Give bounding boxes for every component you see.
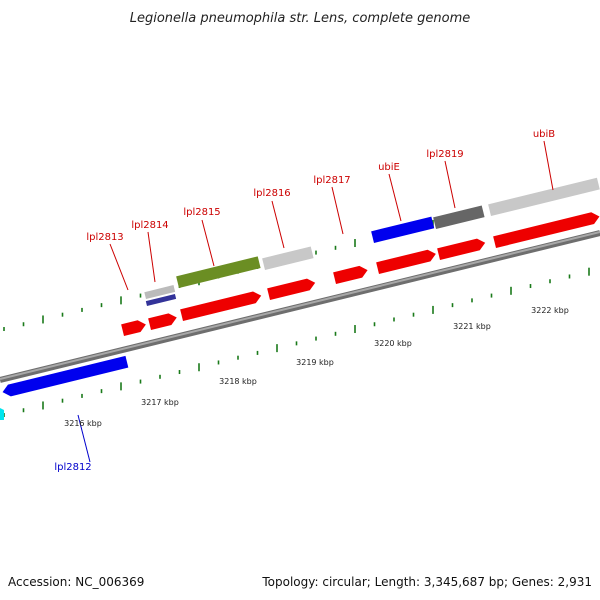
- kbp-label: 3217 kbp: [141, 398, 179, 407]
- leader-line: [147, 231, 156, 283]
- gene-label-lpl2815[interactable]: lpl2815: [183, 207, 220, 218]
- gene-arrows: [0, 211, 600, 420]
- feature-bar[interactable]: [488, 177, 600, 216]
- feature-bar[interactable]: [262, 246, 314, 270]
- gene-arrow-lpl2815[interactable]: [180, 290, 263, 321]
- leader-line: [201, 219, 215, 267]
- leader-lines: [77, 140, 554, 463]
- tick-marks: [3, 181, 590, 418]
- feature-bar[interactable]: [371, 216, 435, 244]
- gene-label-lpl2812[interactable]: lpl2812: [54, 462, 91, 473]
- gene-label-ubiE[interactable]: ubiE: [378, 162, 400, 173]
- kbp-label: 3216 kbp: [64, 419, 102, 428]
- gene-arrow-lpl2813[interactable]: [121, 319, 147, 336]
- gene-fragment[interactable]: [0, 408, 4, 420]
- kbp-label: 3222 kbp: [531, 306, 569, 315]
- gene-arrow-lpl2814[interactable]: [148, 312, 178, 330]
- genome-backbone: [0, 230, 600, 383]
- feature-bar[interactable]: [145, 294, 177, 306]
- gene-label-lpl2814[interactable]: lpl2814: [131, 220, 168, 231]
- leader-line: [388, 173, 402, 222]
- kbp-labels: 3216 kbp 3217 kbp 3218 kbp 3219 kbp 3220 kbp…: [64, 306, 569, 428]
- gene-arrow-ubiB[interactable]: [493, 211, 600, 248]
- gene-arrow-lpl2812[interactable]: [1, 355, 129, 398]
- leader-line: [77, 414, 91, 463]
- kbp-label: 3219 kbp: [296, 358, 334, 367]
- gene-arrow-lpl2819[interactable]: [437, 237, 486, 260]
- map-title: Legionella pneumophila str. Lens, comple…: [130, 11, 471, 26]
- feature-bars: [144, 177, 600, 306]
- gene-label-lpl2817[interactable]: lpl2817: [313, 175, 350, 186]
- gene-arrow-lpl2816[interactable]: [267, 277, 316, 300]
- kbp-label: 3221 kbp: [453, 322, 491, 331]
- leader-line: [444, 160, 456, 209]
- gene-label-lpl2816[interactable]: lpl2816: [253, 188, 290, 199]
- feature-bar[interactable]: [433, 205, 485, 229]
- gene-label-ubiB[interactable]: ubiB: [533, 129, 555, 140]
- kbp-label: 3218 kbp: [219, 377, 257, 386]
- topology-summary: Topology: circular; Length: 3,345,687 bp…: [261, 575, 592, 589]
- gene-label-lpl2813[interactable]: lpl2813: [86, 232, 123, 243]
- feature-bar[interactable]: [144, 285, 176, 299]
- kbp-label: 3220 kbp: [374, 339, 412, 348]
- leader-line: [109, 243, 129, 291]
- gene-arrow-lpl2817[interactable]: [333, 264, 369, 284]
- gene-labels: lpl2812 lpl2813 lpl2814 lpl2815 lpl2816 lpl28…: [54, 129, 555, 473]
- leader-line: [543, 140, 554, 191]
- gene-arrow-ubiE[interactable]: [376, 248, 437, 274]
- leader-line: [271, 200, 285, 249]
- accession-text: Accession: NC_006369: [8, 575, 144, 589]
- gene-label-lpl2819[interactable]: lpl2819: [426, 149, 463, 160]
- feature-bar[interactable]: [176, 256, 261, 288]
- leader-line: [331, 186, 344, 235]
